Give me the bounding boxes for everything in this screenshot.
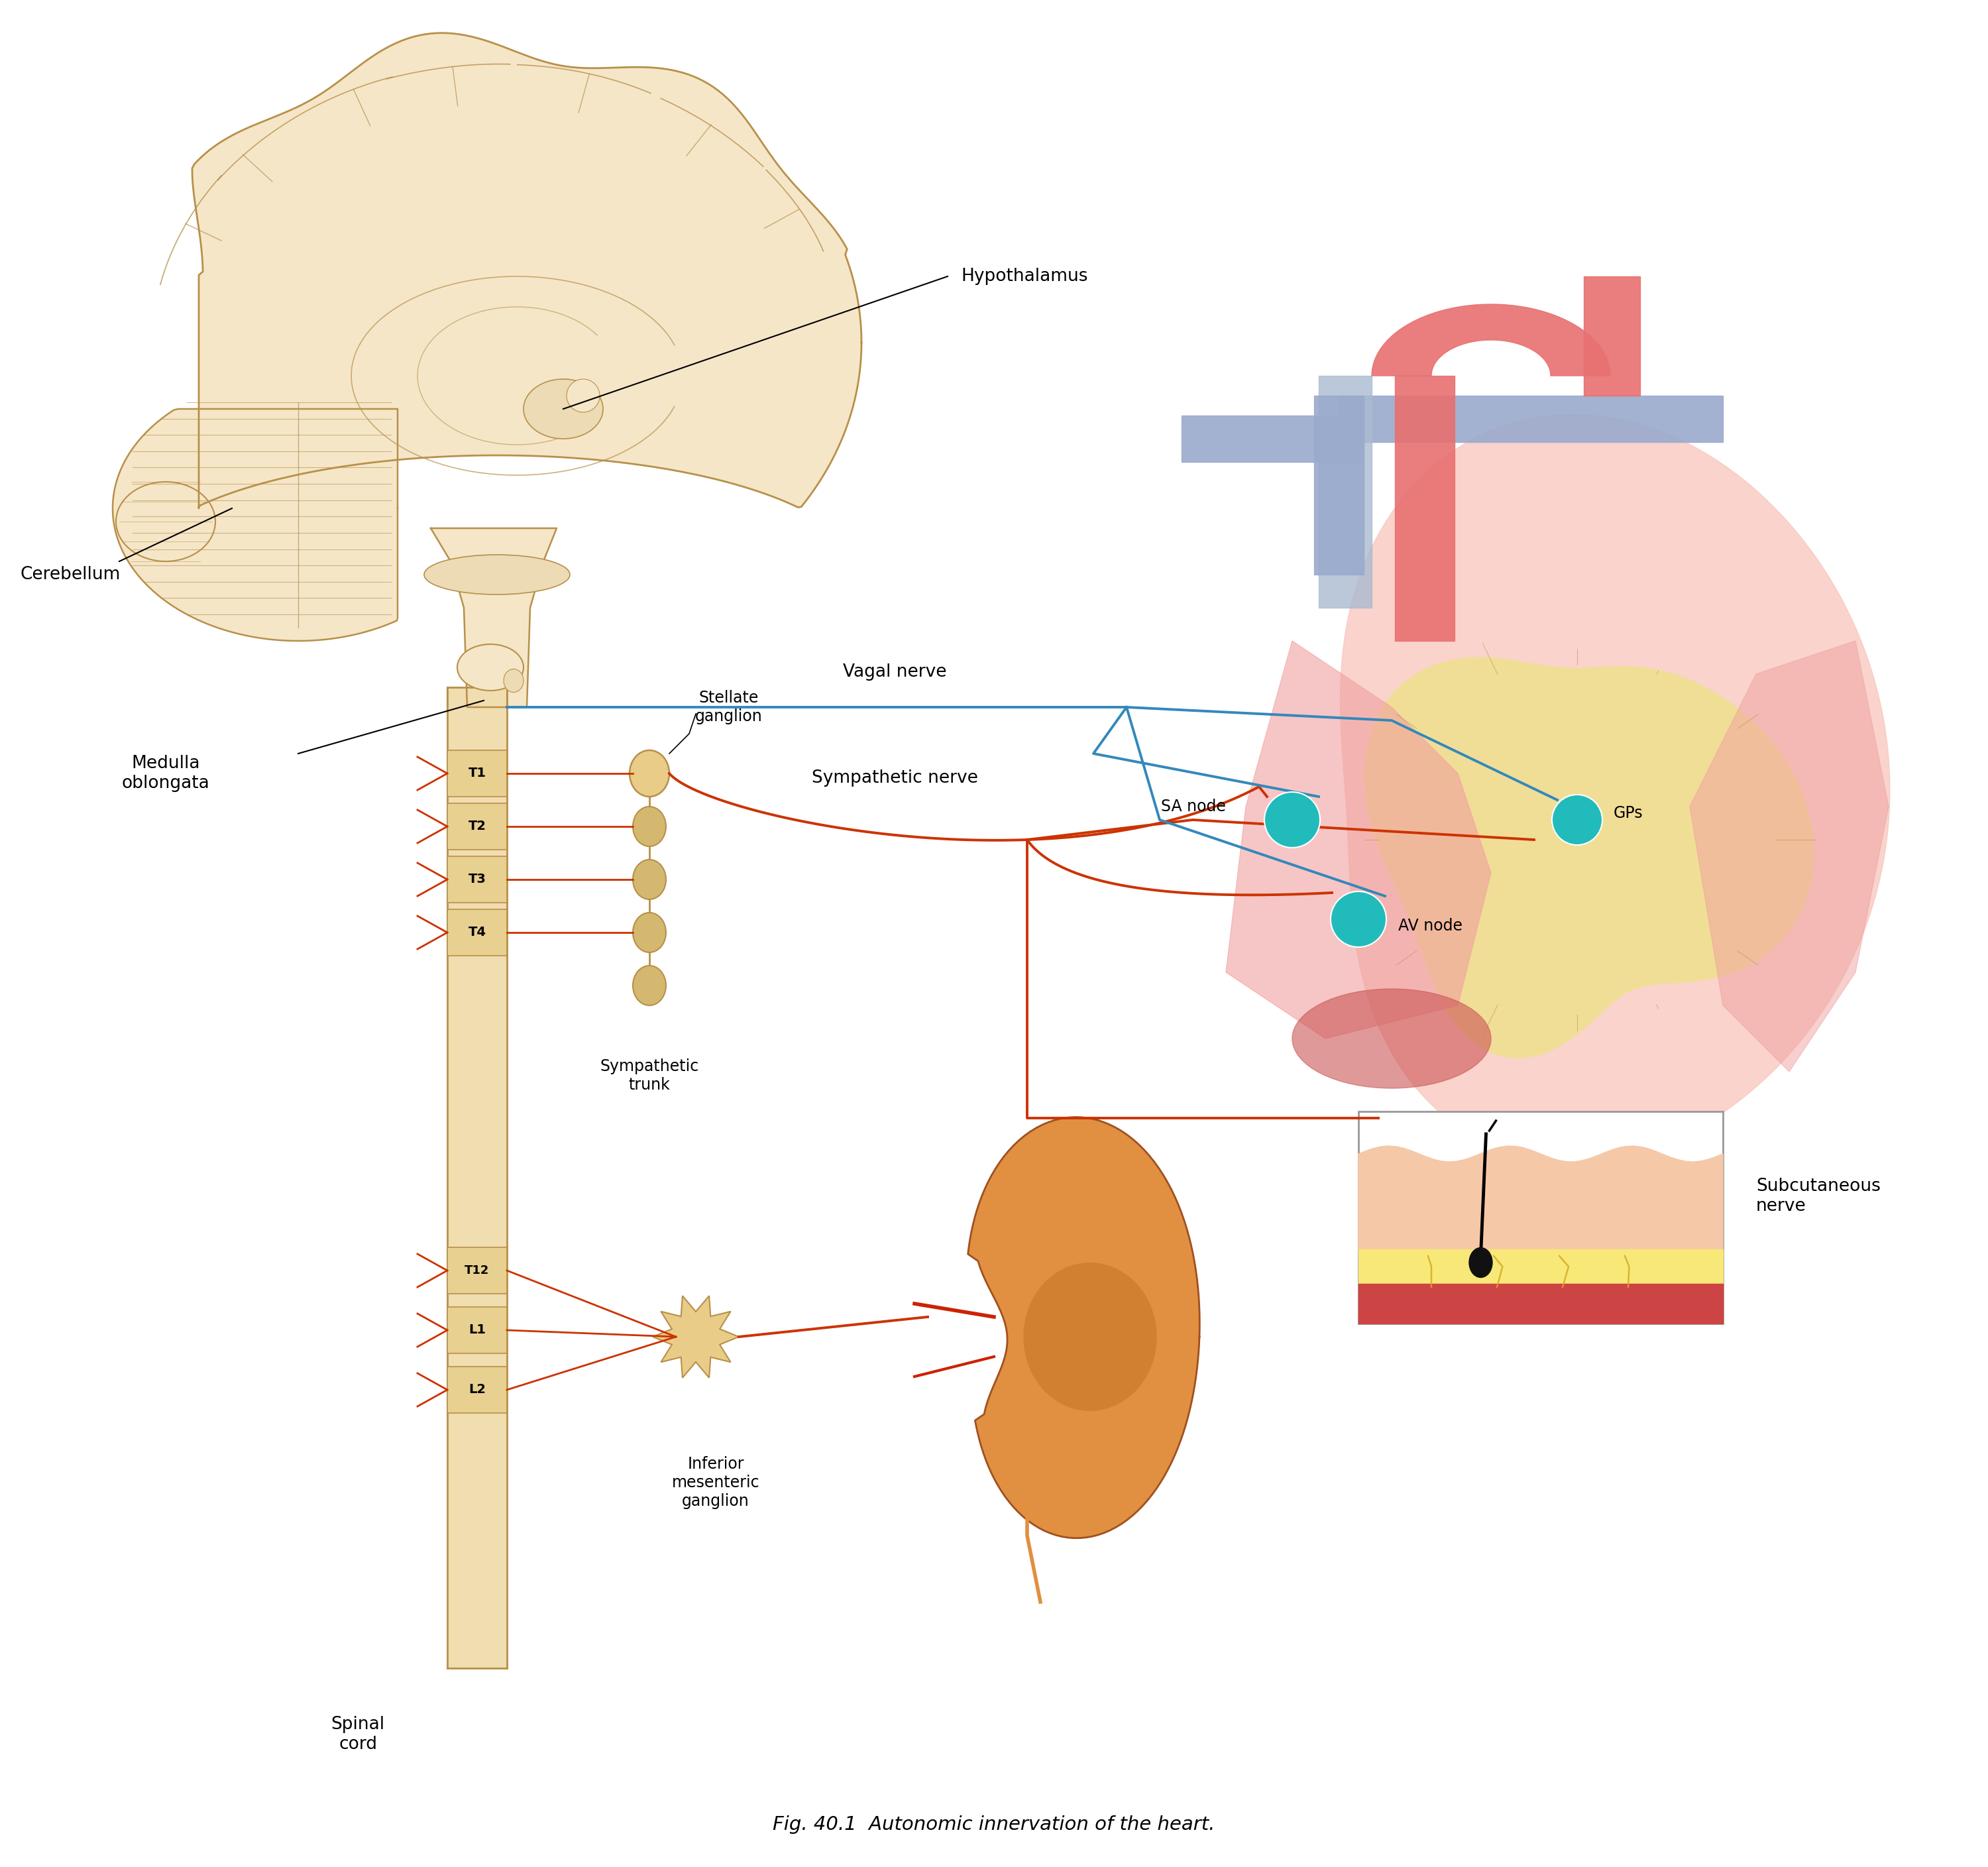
Polygon shape — [1024, 1264, 1157, 1410]
Polygon shape — [447, 687, 507, 1669]
Ellipse shape — [632, 859, 666, 900]
Ellipse shape — [1292, 990, 1491, 1088]
Text: Sympathetic
trunk: Sympathetic trunk — [600, 1059, 700, 1092]
Ellipse shape — [630, 751, 670, 797]
FancyBboxPatch shape — [447, 1367, 507, 1413]
Circle shape — [1330, 891, 1386, 947]
Polygon shape — [1372, 304, 1610, 375]
Text: Spinal
cord: Spinal cord — [330, 1716, 386, 1753]
Text: SA node: SA node — [1161, 799, 1227, 814]
Ellipse shape — [523, 379, 602, 439]
Polygon shape — [431, 528, 557, 708]
Polygon shape — [1584, 276, 1640, 396]
Ellipse shape — [503, 668, 523, 693]
Text: L1: L1 — [469, 1324, 485, 1337]
Text: T2: T2 — [469, 820, 487, 833]
Polygon shape — [193, 34, 861, 508]
Polygon shape — [1396, 375, 1455, 640]
Polygon shape — [1340, 414, 1891, 1163]
FancyBboxPatch shape — [447, 1307, 507, 1354]
Ellipse shape — [632, 754, 666, 793]
Text: T4: T4 — [469, 926, 487, 939]
Polygon shape — [113, 409, 398, 640]
Text: T1: T1 — [469, 767, 487, 780]
Polygon shape — [1314, 396, 1364, 575]
Text: Cerebellum: Cerebellum — [20, 566, 119, 583]
Polygon shape — [1358, 1146, 1724, 1249]
Polygon shape — [1364, 657, 1813, 1059]
Text: L2: L2 — [469, 1383, 485, 1397]
Circle shape — [1553, 795, 1602, 846]
Text: Stellate
ganglion: Stellate ganglion — [696, 691, 763, 724]
Ellipse shape — [1469, 1247, 1493, 1277]
Text: Vagal nerve: Vagal nerve — [843, 663, 946, 681]
Text: Medulla
oblongata: Medulla oblongata — [121, 754, 209, 792]
Ellipse shape — [423, 554, 571, 594]
Text: Subcutaneous
nerve: Subcutaneous nerve — [1755, 1178, 1881, 1215]
Text: AV node: AV node — [1398, 919, 1463, 934]
Ellipse shape — [632, 913, 666, 952]
Polygon shape — [1181, 416, 1364, 461]
Polygon shape — [1358, 1284, 1724, 1324]
Polygon shape — [1690, 640, 1889, 1072]
Polygon shape — [652, 1296, 740, 1378]
Text: Inferior
mesenteric
ganglion: Inferior mesenteric ganglion — [672, 1456, 759, 1509]
Polygon shape — [447, 687, 507, 708]
Text: T3: T3 — [469, 874, 485, 885]
FancyBboxPatch shape — [447, 909, 507, 956]
Circle shape — [567, 379, 600, 413]
Polygon shape — [1227, 640, 1491, 1038]
Polygon shape — [1338, 396, 1724, 442]
Text: Sympathetic nerve: Sympathetic nerve — [811, 769, 978, 786]
Ellipse shape — [632, 807, 666, 846]
FancyBboxPatch shape — [1358, 1111, 1724, 1324]
Polygon shape — [968, 1116, 1199, 1538]
FancyBboxPatch shape — [447, 751, 507, 797]
Text: T12: T12 — [465, 1264, 489, 1277]
Polygon shape — [1358, 1249, 1724, 1284]
Ellipse shape — [115, 482, 215, 562]
Ellipse shape — [457, 644, 523, 691]
Circle shape — [1264, 792, 1320, 848]
FancyBboxPatch shape — [447, 803, 507, 849]
Polygon shape — [1318, 375, 1372, 609]
Ellipse shape — [632, 965, 666, 1006]
Text: Fig. 40.1  Autonomic innervation of the heart.: Fig. 40.1 Autonomic innervation of the h… — [773, 1815, 1215, 1833]
Text: GPs: GPs — [1614, 805, 1644, 821]
Text: Hypothalamus: Hypothalamus — [960, 267, 1087, 286]
FancyBboxPatch shape — [447, 857, 507, 902]
FancyBboxPatch shape — [447, 1247, 507, 1294]
